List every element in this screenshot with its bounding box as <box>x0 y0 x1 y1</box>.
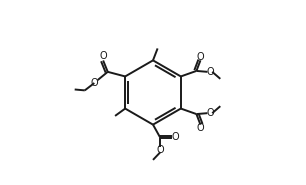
Text: O: O <box>99 51 107 61</box>
Text: O: O <box>206 67 214 77</box>
Text: O: O <box>197 123 204 133</box>
Text: O: O <box>91 78 98 88</box>
Text: O: O <box>206 108 214 118</box>
Text: O: O <box>172 132 179 142</box>
Text: O: O <box>197 52 204 62</box>
Text: O: O <box>157 145 164 155</box>
